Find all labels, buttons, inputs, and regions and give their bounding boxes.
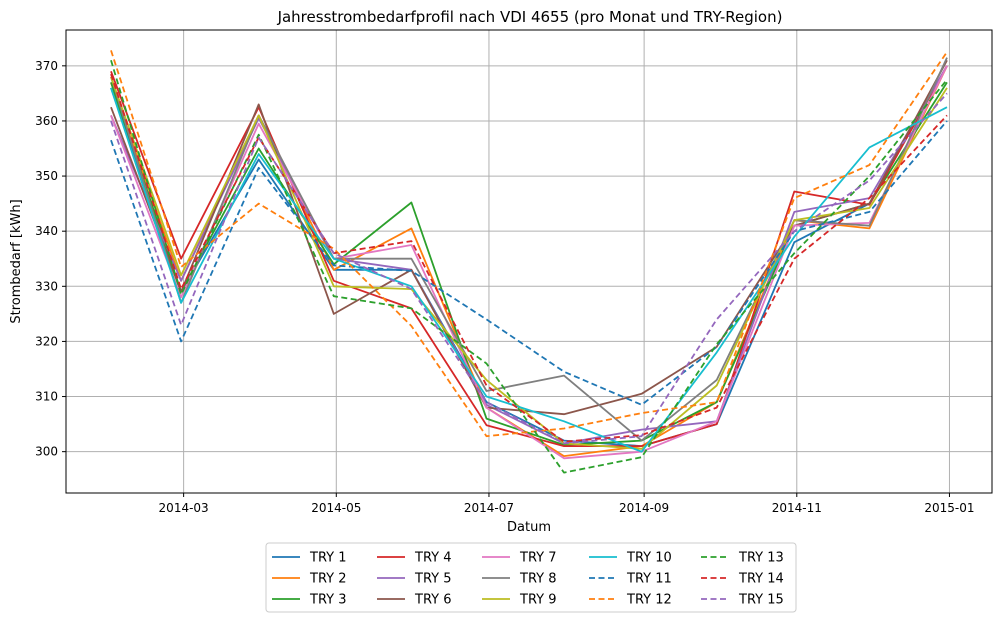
y-axis-label: Strombedarf [kWh] (9, 199, 24, 323)
legend-label: TRY 1 (309, 551, 347, 566)
series-line-try-1 (110, 65, 948, 448)
y-tick-label: 360 (35, 114, 58, 128)
x-tick-label: 2014-03 (159, 501, 209, 515)
legend-label: TRY 15 (738, 593, 784, 608)
x-tick-label: 2014-05 (311, 501, 361, 515)
legend-label: TRY 11 (626, 572, 672, 587)
series-lines (110, 50, 948, 474)
legend-label: TRY 9 (519, 593, 557, 608)
legend-label: TRY 10 (626, 551, 672, 566)
legend-label: TRY 5 (414, 572, 452, 587)
legend-label: TRY 3 (309, 593, 347, 608)
series-line-try-10 (110, 87, 948, 453)
x-axis-ticks: 2014-03 2014-05 2014-07 2014-09 2014-11 2015-… (159, 493, 975, 515)
legend-label: TRY 14 (738, 572, 784, 587)
legend-label: TRY 4 (414, 551, 452, 566)
legend-label: TRY 8 (519, 572, 557, 587)
x-tick-label: 2015-01 (924, 501, 974, 515)
series-line-try-11 (110, 120, 948, 406)
x-tick-label: 2014-07 (464, 501, 514, 515)
y-tick-label: 320 (35, 334, 58, 348)
x-axis-label: Datum (507, 520, 551, 535)
legend-label: TRY 13 (738, 551, 784, 566)
legend-label: TRY 2 (309, 572, 347, 587)
legend-label: TRY 12 (626, 593, 672, 608)
legend-label: TRY 7 (519, 551, 557, 566)
y-tick-label: 310 (35, 390, 58, 404)
x-tick-label: 2014-11 (772, 501, 822, 515)
legend-label: TRY 6 (414, 593, 452, 608)
y-tick-label: 330 (35, 279, 58, 293)
y-tick-label: 300 (35, 445, 58, 459)
series-line-try-4 (110, 65, 948, 448)
chart-title: Jahresstrombedarfprofil nach VDI 4655 (p… (277, 8, 783, 26)
x-tick-label: 2014-09 (619, 501, 669, 515)
legend-box (265, 542, 797, 613)
series-line-try-13 (110, 60, 948, 474)
y-axis-ticks: 300 310 320 330 340 350 360 370 (35, 59, 66, 459)
legend: TRY 1 TRY 2 TRY 3 TRY 4 TRY 5 TRY 6 TRY 7 TRY 8… (265, 542, 797, 613)
y-tick-label: 370 (35, 59, 58, 73)
plot-area-frame (65, 29, 993, 494)
series-line-try-12 (110, 50, 948, 438)
series-line-try-15 (110, 92, 948, 445)
series-line-try-9 (110, 76, 948, 450)
y-tick-label: 350 (35, 169, 58, 183)
y-tick-label: 340 (35, 224, 58, 238)
